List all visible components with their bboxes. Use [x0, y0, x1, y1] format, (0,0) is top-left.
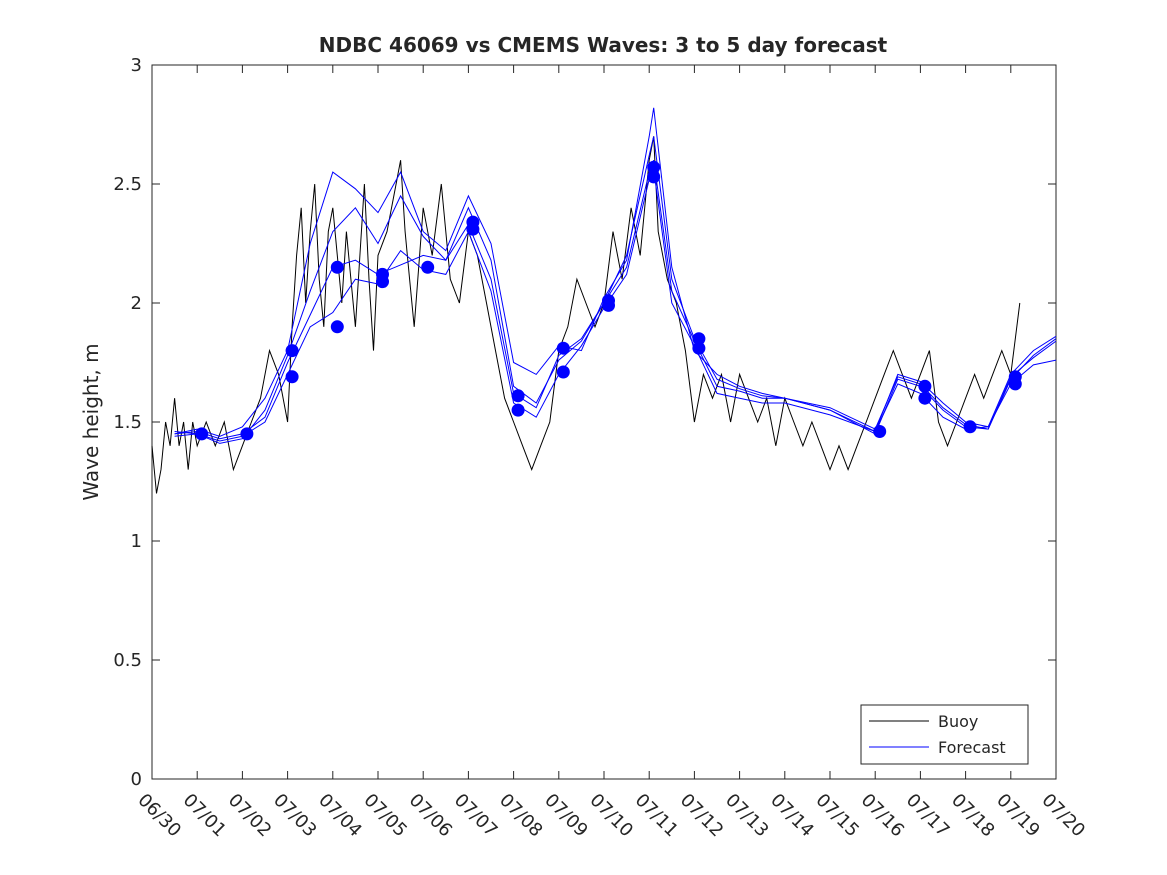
x-tick-label: 07/11 [631, 790, 683, 842]
y-axis-label: Wave height, m [79, 343, 103, 500]
forecast-marker [285, 370, 299, 384]
forecast-marker [918, 379, 932, 393]
buoy-series-line [151, 136, 1021, 494]
x-tick-label: 07/03 [269, 790, 321, 842]
x-tick-label: 07/01 [179, 790, 231, 842]
x-tick-label: 07/04 [314, 790, 366, 842]
x-tick-label: 07/17 [902, 790, 954, 842]
forecast-marker [466, 222, 480, 236]
forecast-marker [421, 260, 435, 274]
forecast-marker [1008, 377, 1022, 391]
forecast-marker [285, 344, 299, 358]
forecast-marker [647, 170, 661, 184]
x-tick-label: 07/18 [947, 790, 999, 842]
forecast-marker [602, 298, 615, 312]
legend-buoy-label: Buoy [938, 712, 978, 731]
y-tick-label: 1 [131, 531, 142, 552]
forecast-marker [511, 403, 525, 417]
x-tick-label: 07/07 [450, 790, 502, 842]
forecast-marker [692, 332, 706, 346]
x-tick-label: 06/30 [133, 790, 185, 842]
forecast-marker [376, 275, 389, 289]
legend-box [860, 704, 1029, 765]
x-tick-label: 07/06 [405, 790, 457, 842]
legend: Buoy Forecast [860, 704, 1029, 765]
x-tick-label: 07/09 [540, 790, 592, 842]
x-tick-label: 07/12 [676, 790, 728, 842]
y-tick-label: 2 [131, 293, 142, 314]
x-tick-label: 07/14 [766, 790, 818, 842]
forecast-markers-layer [195, 160, 1022, 441]
plot-frame [151, 64, 1057, 780]
forecast-marker [647, 160, 661, 174]
y-axis: 0 0.5 1 1.5 2 2.5 3 [113, 55, 1056, 790]
y-tick-label: 2.5 [113, 174, 142, 195]
x-tick-label: 07/08 [495, 790, 547, 842]
forecast-marker [330, 320, 344, 334]
y-tick-label: 1.5 [113, 412, 142, 433]
buoy-series-layer [151, 136, 1021, 494]
x-tick-label: 07/05 [359, 790, 411, 842]
x-tick-label: 07/19 [992, 790, 1044, 842]
y-tick-label: 0 [131, 769, 142, 790]
x-tick-label: 07/10 [585, 790, 637, 842]
x-tick-label: 07/13 [721, 790, 773, 842]
x-tick-label: 07/15 [811, 790, 863, 842]
forecast-marker [330, 260, 344, 274]
y-tick-label: 3 [131, 55, 142, 76]
plot-area [151, 64, 1057, 780]
x-tick-label: 07/20 [1037, 790, 1089, 842]
x-tick-label: 07/16 [857, 790, 909, 842]
y-tick-label: 0.5 [113, 650, 142, 671]
x-tick-label: 07/02 [224, 790, 276, 842]
forecast-marker [556, 365, 570, 379]
forecast-marker [918, 391, 932, 405]
forecast-marker [963, 420, 977, 434]
chart-title: NDBC 46069 vs CMEMS Waves: 3 to 5 day fo… [319, 33, 888, 57]
forecast-marker [556, 341, 570, 355]
forecast-marker [240, 427, 254, 441]
forecast-marker [511, 389, 525, 403]
legend-forecast-label: Forecast [938, 738, 1006, 757]
forecast-marker [692, 341, 706, 355]
forecast-marker [873, 425, 887, 438]
forecast-marker [195, 427, 209, 441]
